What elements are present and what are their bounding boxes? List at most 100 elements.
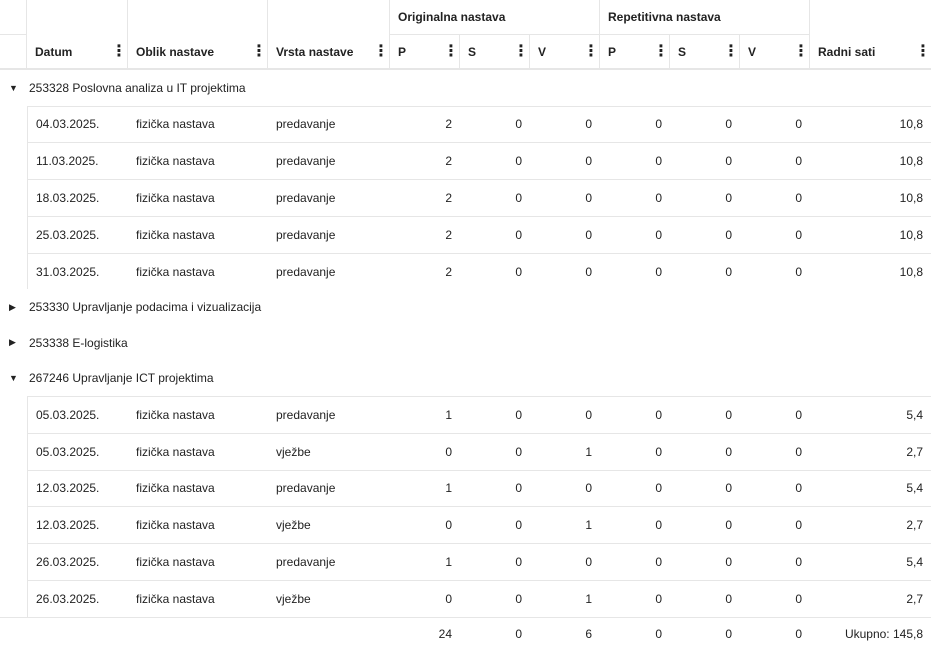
column-menu-icon[interactable]: ⋮ (653, 42, 669, 60)
cell-vrsta-nastave: predavanje (276, 407, 336, 422)
cell-original-v: 1 (585, 518, 592, 533)
group-title: 267246 Upravljanje ICT projektima (29, 371, 214, 386)
column-header-original-p[interactable]: P ⋮ (390, 35, 460, 68)
cell-datum: 26.03.2025. (27, 580, 128, 617)
cell-oblik-nastave: fizička nastava (136, 227, 215, 242)
cell-vrsta-nastave: predavanje (276, 481, 336, 496)
table-row[interactable]: 05.03.2025. fizička nastava predavanje 1 0 0 0… (0, 395, 931, 433)
column-header-oblik-nastave[interactable]: Oblik nastave ⋮ (128, 35, 268, 68)
column-label: V (748, 44, 757, 59)
table-row[interactable]: 11.03.2025. fizička nastava predavanje 2 0 0 0… (0, 142, 931, 180)
cell-repetitive-s: 0 (725, 117, 732, 132)
table-row[interactable]: 18.03.2025. fizička nastava predavanje 2 0 0 0… (0, 179, 931, 216)
table-row[interactable]: 31.03.2025. fizička nastava predavanje 2 0 0 0… (0, 252, 931, 290)
cell-radni-sati: 5,4 (906, 407, 923, 422)
column-header-repetitive-v[interactable]: V ⋮ (740, 35, 810, 68)
cell-original-v: 0 (585, 407, 592, 422)
column-label: Vrsta nastave (276, 44, 354, 59)
cell-original-p: 0 (445, 444, 452, 459)
cell-repetitive-s: 0 (725, 518, 732, 533)
column-menu-icon[interactable]: ⋮ (915, 42, 931, 60)
cell-datum: 18.03.2025. (27, 180, 128, 216)
cell-datum: 04.03.2025. (27, 106, 128, 143)
column-label: S (678, 44, 687, 59)
column-header-datum[interactable]: Datum ⋮ (27, 35, 128, 68)
cell-radni-sati: 10,8 (899, 190, 923, 205)
collapse-icon[interactable]: ▼ (9, 82, 18, 93)
cell-repetitive-s: 0 (725, 591, 732, 606)
cell-repetitive-s: 0 (725, 227, 732, 242)
collapse-icon[interactable]: ▼ (9, 373, 18, 384)
column-label: Oblik nastave (136, 44, 215, 59)
cell-original-p: 2 (445, 264, 452, 279)
cell-repetitive-p: 0 (655, 591, 662, 606)
group-row[interactable]: ▶ 253330 Upravljanje podacima i vizualiza… (0, 289, 931, 325)
row-gutter (0, 252, 27, 290)
column-header-original-s[interactable]: S ⋮ (460, 35, 530, 68)
expand-icon[interactable]: ▶ (9, 337, 16, 348)
cell-datum: 26.03.2025. (27, 544, 128, 580)
cell-original-p: 2 (445, 190, 452, 205)
column-menu-icon[interactable]: ⋮ (723, 42, 739, 60)
cell-oblik-nastave: fizička nastava (136, 190, 215, 205)
cell-repetitive-v: 0 (795, 190, 802, 205)
cell-original-s: 0 (515, 117, 522, 132)
cell-vrsta-nastave: vježbe (276, 444, 311, 459)
cell-repetitive-p: 0 (655, 481, 662, 496)
column-header-repetitive-s[interactable]: S ⋮ (670, 35, 740, 68)
table-row[interactable]: 05.03.2025. fizička nastava vježbe 0 0 1 0 0 0 2,… (0, 432, 931, 470)
column-group-repetitive: Repetitivna nastava (600, 0, 810, 35)
column-menu-icon[interactable]: ⋮ (111, 42, 127, 60)
cell-original-p: 0 (445, 591, 452, 606)
table-row[interactable]: 12.03.2025. fizička nastava vježbe 0 0 1 0 0 0 2,… (0, 506, 931, 544)
cell-radni-sati: 2,7 (906, 444, 923, 459)
cell-radni-sati: 2,7 (906, 518, 923, 533)
cell-radni-sati: 5,4 (906, 555, 923, 570)
cell-repetitive-v: 0 (795, 555, 802, 570)
cell-original-s: 0 (515, 591, 522, 606)
cell-repetitive-p: 0 (655, 227, 662, 242)
cell-original-s: 0 (515, 481, 522, 496)
cell-vrsta-nastave: predavanje (276, 154, 336, 169)
column-header-radni-sati[interactable]: Radni sati ⋮ (810, 35, 931, 68)
group-row[interactable]: ▶ 253338 E-logistika (0, 325, 931, 361)
column-header-original-v[interactable]: V ⋮ (530, 35, 600, 68)
group-row[interactable]: ▼ 253328 Poslovna analiza u IT projektima (0, 70, 931, 106)
cell-original-p: 2 (445, 117, 452, 132)
table-row[interactable]: 26.03.2025. fizička nastava vježbe 0 0 1 0 0 0 2,… (0, 579, 931, 617)
column-menu-icon[interactable]: ⋮ (513, 42, 529, 60)
column-menu-icon[interactable]: ⋮ (373, 42, 389, 60)
cell-repetitive-v: 0 (795, 227, 802, 242)
cell-repetitive-v: 0 (795, 518, 802, 533)
header-spacer (0, 0, 390, 35)
cell-repetitive-p: 0 (655, 555, 662, 570)
row-gutter (0, 395, 27, 433)
cell-vrsta-nastave: predavanje (276, 555, 336, 570)
table-row[interactable]: 04.03.2025. fizička nastava predavanje 2 0 0 0… (0, 105, 931, 143)
row-gutter (0, 543, 27, 580)
total-original-v: 6 (585, 627, 592, 642)
column-menu-icon[interactable]: ⋮ (443, 42, 459, 60)
cell-repetitive-v: 0 (795, 591, 802, 606)
column-menu-icon[interactable]: ⋮ (793, 42, 809, 60)
cell-original-p: 0 (445, 518, 452, 533)
column-menu-icon[interactable]: ⋮ (251, 42, 267, 60)
cell-original-v: 0 (585, 117, 592, 132)
column-label: Datum (35, 44, 73, 59)
group-row[interactable]: ▼ 267246 Upravljanje ICT projektima (0, 360, 931, 396)
cell-repetitive-v: 0 (795, 154, 802, 169)
group-title: 253330 Upravljanje podacima i vizualizac… (29, 300, 262, 315)
table-row[interactable]: 26.03.2025. fizička nastava predavanje 1 0 0 0… (0, 543, 931, 580)
column-menu-icon[interactable]: ⋮ (583, 42, 599, 60)
table-row[interactable]: 12.03.2025. fizička nastava predavanje 1 0 0 0… (0, 469, 931, 507)
table-body: ▼ 253328 Poslovna analiza u IT projektima… (0, 70, 931, 651)
cell-repetitive-v: 0 (795, 407, 802, 422)
expand-icon[interactable]: ▶ (9, 301, 16, 312)
table-row[interactable]: 25.03.2025. fizička nastava predavanje 2 0 0 0… (0, 215, 931, 253)
column-header-vrsta-nastave[interactable]: Vrsta nastave ⋮ (268, 35, 390, 68)
column-header-repetitive-p[interactable]: P ⋮ (600, 35, 670, 68)
cell-original-v: 0 (585, 190, 592, 205)
cell-original-p: 1 (445, 481, 452, 496)
cell-oblik-nastave: fizička nastava (136, 518, 215, 533)
cell-original-s: 0 (515, 264, 522, 279)
